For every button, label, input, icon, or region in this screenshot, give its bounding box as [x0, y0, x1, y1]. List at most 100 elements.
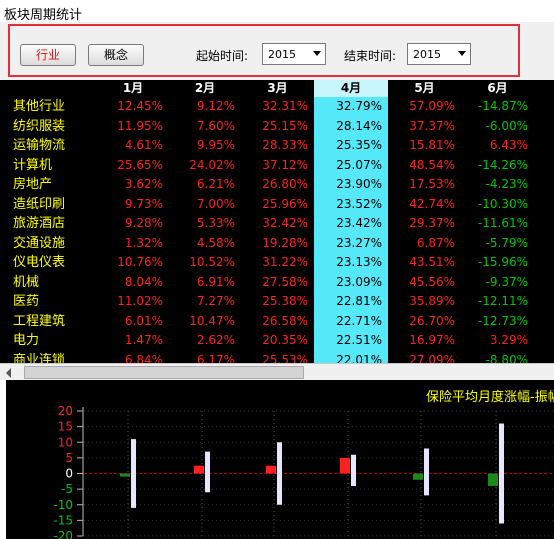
table-row[interactable]: 工程建筑 6.01% 10.47% 26.58% 22.71% 26.70% -12.73%: [0, 311, 554, 331]
table-cell: 9.28%: [124, 216, 163, 230]
table-cell: 11.02%: [117, 294, 163, 308]
table-row[interactable]: 仪电仪表 10.76% 10.52% 31.22% 23.13% 43.51% -15.96…: [0, 253, 554, 273]
table-cell: 25.07%: [314, 155, 388, 175]
column-header[interactable]: 2月: [194, 81, 216, 95]
table-cell: 27.58%: [262, 274, 308, 289]
table-cell: 6.87%: [416, 235, 455, 250]
table-cell: 26.58%: [262, 313, 308, 328]
column-header[interactable]: 3月: [267, 81, 288, 95]
y-tick-label: 15: [58, 420, 73, 434]
table-cell: 45.56%: [409, 274, 455, 289]
chart-panel: 保险平均月度涨幅-振幅 20 15 10 5 0 -5 -10 -15 -20: [0, 380, 554, 539]
table-cell: 23.13%: [314, 253, 388, 273]
table-row[interactable]: 房地产 3.62% 6.21% 26.80% 23.90% 17.53% -4.23%: [0, 175, 554, 195]
table-row[interactable]: 医药 11.02% 7.27% 25.38% 22.81% 35.89% -12.11%: [0, 292, 554, 312]
sector-name: 仪电仪表: [13, 255, 66, 270]
table-cell: 6.21%: [196, 177, 235, 191]
table-cell: 22.01%: [314, 350, 388, 363]
y-tick-label: -20: [53, 529, 73, 539]
scrollbar-thumb[interactable]: [24, 366, 304, 379]
industry-button[interactable]: 行业: [20, 44, 76, 66]
sector-name: 其他行业: [13, 99, 66, 114]
amplitude-bar: [351, 454, 356, 486]
table-cell: 29.37%: [409, 216, 455, 230]
chevron-down-icon: [458, 51, 466, 56]
start-time-select[interactable]: 2015: [262, 43, 326, 65]
table-cell: 25.53%: [262, 352, 308, 364]
start-time-label: 起始时间:: [196, 49, 249, 63]
column-header[interactable]: 1月: [122, 81, 144, 95]
sector-name: 旅游酒店: [13, 216, 66, 231]
table-cell: -12.11%: [477, 294, 528, 308]
y-tick-label: 10: [58, 435, 73, 449]
highlight-box: [8, 24, 520, 77]
sector-name: 电力: [13, 333, 40, 348]
table-row[interactable]: 纺织服装 11.95% 7.60% 25.15% 28.14% 37.37% -6.00%: [0, 116, 554, 136]
table-cell: 23.52%: [314, 194, 388, 214]
y-tick-label: 20: [58, 404, 73, 418]
table-cell: 17.53%: [409, 177, 455, 191]
scroll-left-icon[interactable]: [6, 368, 11, 378]
window-title: 板块周期统计: [0, 0, 554, 23]
table-cell: 31.22%: [262, 255, 308, 269]
y-tick-label: 5: [65, 451, 73, 465]
table-cell: 19.28%: [262, 235, 308, 250]
table-cell: 9.73%: [124, 196, 163, 211]
avg-change-bar: [120, 473, 130, 477]
table-row[interactable]: 商业连锁 6.84% 6.17% 25.53% 22.01% 27.09% -8.80%: [0, 350, 554, 364]
table-cell: 35.89%: [409, 294, 455, 308]
avg-change-bar: [340, 457, 350, 474]
table-cell: 12.45%: [117, 99, 163, 113]
table-cell: 28.14%: [314, 116, 388, 136]
table-row[interactable]: 其他行业 12.45% 9.12% 32.31% 32.79% 57.09% -14.87%: [0, 97, 554, 117]
table-cell: 57.09%: [409, 99, 455, 113]
table-cell: 28.33%: [262, 138, 308, 152]
table-cell: -5.79%: [485, 235, 528, 250]
sector-name: 医药: [13, 294, 40, 309]
table-cell: 9.95%: [196, 138, 235, 152]
y-tick-label: -10: [53, 498, 73, 512]
avg-change-bar: [194, 465, 204, 474]
column-header[interactable]: 6月: [487, 81, 508, 95]
table-cell: -14.87%: [477, 99, 528, 113]
table-row[interactable]: 旅游酒店 9.28% 5.33% 32.42% 23.42% 29.37% -11.61%: [0, 214, 554, 234]
table-cell: 24.02%: [189, 157, 235, 172]
column-header-selected[interactable]: 4月: [314, 80, 388, 97]
table-cell: 10.52%: [189, 255, 235, 269]
end-time-select[interactable]: 2015: [407, 43, 471, 65]
table-cell: 43.51%: [409, 255, 455, 269]
table-row[interactable]: 电力 1.47% 2.62% 20.35% 22.51% 16.97% 3.29%: [0, 331, 554, 351]
sector-name: 工程建筑: [13, 313, 66, 329]
sector-name: 机械: [13, 274, 40, 290]
concept-button[interactable]: 概念: [88, 44, 144, 66]
table-row[interactable]: 交通设施 1.32% 4.58% 19.28% 23.27% 6.87% -5.79%: [0, 233, 554, 253]
table-cell: -12.73%: [477, 313, 528, 328]
table-cell: 32.31%: [262, 99, 308, 113]
amplitude-bar: [499, 423, 504, 524]
table-cell: 8.04%: [124, 274, 163, 289]
table-row[interactable]: 机械 8.04% 6.91% 27.58% 23.09% 45.56% -9.37%: [0, 272, 554, 292]
chevron-down-icon: [313, 51, 321, 56]
horizontal-scrollbar[interactable]: [0, 363, 554, 380]
y-tick-label: 0: [65, 467, 73, 481]
amplitude-bar: [205, 451, 210, 493]
avg-change-bar: [488, 473, 498, 486]
column-header[interactable]: 5月: [414, 81, 435, 95]
table-row[interactable]: 计算机 25.65% 24.02% 37.12% 25.07% 48.54% -14.26%: [0, 155, 554, 175]
avg-change-bar: [266, 465, 276, 474]
table-row[interactable]: 运输物流 4.61% 9.95% 28.33% 25.35% 15.81% 6.43%: [0, 136, 554, 156]
amplitude-bar: [277, 442, 282, 505]
table-cell: 2.62%: [196, 333, 235, 347]
table-cell: 37.12%: [262, 157, 308, 172]
table-row[interactable]: 造纸印刷 9.73% 7.00% 25.96% 23.52% 42.74% -10.30%: [0, 194, 554, 214]
sector-name: 交通设施: [13, 235, 66, 251]
table-cell: 48.54%: [409, 157, 455, 172]
table-cell: 10.76%: [117, 255, 163, 269]
table-header: 1月 2月 3月 4月 5月 6月: [0, 80, 554, 97]
table-cell: 23.09%: [314, 272, 388, 292]
sector-name: 运输物流: [13, 138, 66, 153]
table-cell: 3.62%: [124, 177, 163, 191]
table-cell: 23.90%: [314, 175, 388, 195]
table-cell: -8.80%: [485, 352, 528, 364]
chart-title: 保险平均月度涨幅-振幅: [426, 390, 554, 405]
